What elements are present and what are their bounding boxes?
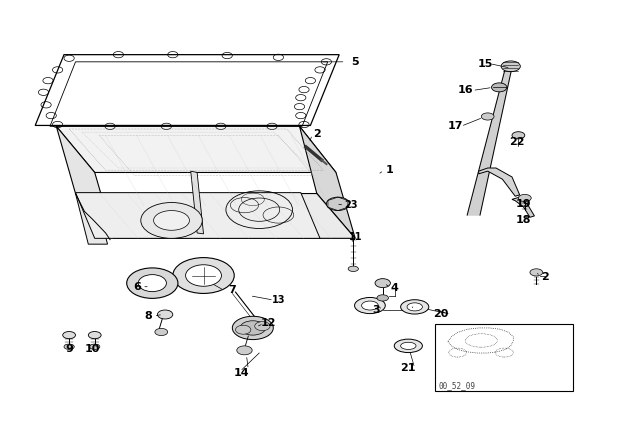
Ellipse shape — [88, 332, 101, 339]
Text: 9: 9 — [65, 345, 73, 354]
Text: 6: 6 — [134, 282, 141, 292]
Ellipse shape — [407, 303, 422, 311]
Ellipse shape — [375, 279, 390, 288]
Ellipse shape — [240, 321, 266, 335]
Text: 00_52_09: 00_52_09 — [438, 381, 476, 390]
Ellipse shape — [173, 258, 234, 293]
Ellipse shape — [63, 332, 76, 339]
Text: 4: 4 — [391, 283, 399, 293]
Ellipse shape — [127, 268, 178, 298]
Ellipse shape — [138, 275, 166, 292]
Ellipse shape — [237, 346, 252, 355]
Text: 11: 11 — [348, 233, 362, 242]
Ellipse shape — [501, 61, 520, 72]
Polygon shape — [56, 126, 114, 238]
Text: 19: 19 — [516, 199, 531, 209]
Text: 23: 23 — [344, 200, 358, 210]
Ellipse shape — [362, 301, 378, 310]
Ellipse shape — [157, 310, 173, 319]
Ellipse shape — [518, 194, 531, 202]
Ellipse shape — [155, 328, 168, 336]
Text: 18: 18 — [516, 215, 531, 225]
Text: 17: 17 — [448, 121, 463, 131]
Text: 12: 12 — [261, 319, 276, 328]
Ellipse shape — [481, 113, 494, 120]
Bar — [435, 324, 573, 391]
Ellipse shape — [64, 344, 74, 349]
Text: 21: 21 — [401, 363, 416, 373]
Text: 16: 16 — [458, 86, 474, 95]
Ellipse shape — [512, 132, 525, 139]
Text: 15: 15 — [477, 59, 493, 69]
Polygon shape — [56, 126, 336, 172]
Text: 2: 2 — [313, 129, 321, 139]
Text: 10: 10 — [85, 345, 100, 354]
Polygon shape — [76, 194, 108, 244]
Ellipse shape — [377, 295, 388, 301]
Ellipse shape — [492, 83, 507, 92]
Ellipse shape — [90, 344, 100, 349]
Text: 2: 2 — [541, 272, 549, 282]
Text: 3: 3 — [372, 305, 380, 315]
Text: 1: 1 — [385, 165, 393, 175]
Text: 8: 8 — [145, 311, 152, 321]
Ellipse shape — [232, 316, 273, 340]
Polygon shape — [512, 197, 534, 217]
Ellipse shape — [348, 266, 358, 271]
Ellipse shape — [236, 325, 251, 334]
Polygon shape — [467, 67, 512, 215]
Text: 20: 20 — [433, 309, 448, 319]
Ellipse shape — [141, 202, 202, 238]
Ellipse shape — [355, 297, 385, 314]
Text: 13: 13 — [271, 295, 285, 305]
Ellipse shape — [326, 197, 349, 211]
Ellipse shape — [394, 339, 422, 353]
Ellipse shape — [186, 265, 221, 286]
Text: 5: 5 — [351, 57, 359, 67]
Ellipse shape — [401, 300, 429, 314]
Ellipse shape — [401, 342, 416, 349]
Text: 7: 7 — [228, 285, 236, 295]
Ellipse shape — [255, 322, 270, 331]
Polygon shape — [76, 193, 320, 238]
Polygon shape — [300, 126, 355, 238]
Polygon shape — [76, 194, 355, 238]
Text: 22: 22 — [509, 138, 525, 147]
Ellipse shape — [530, 269, 543, 276]
Ellipse shape — [154, 211, 189, 230]
Text: 14: 14 — [234, 368, 250, 378]
Polygon shape — [479, 168, 520, 196]
Polygon shape — [191, 171, 204, 234]
